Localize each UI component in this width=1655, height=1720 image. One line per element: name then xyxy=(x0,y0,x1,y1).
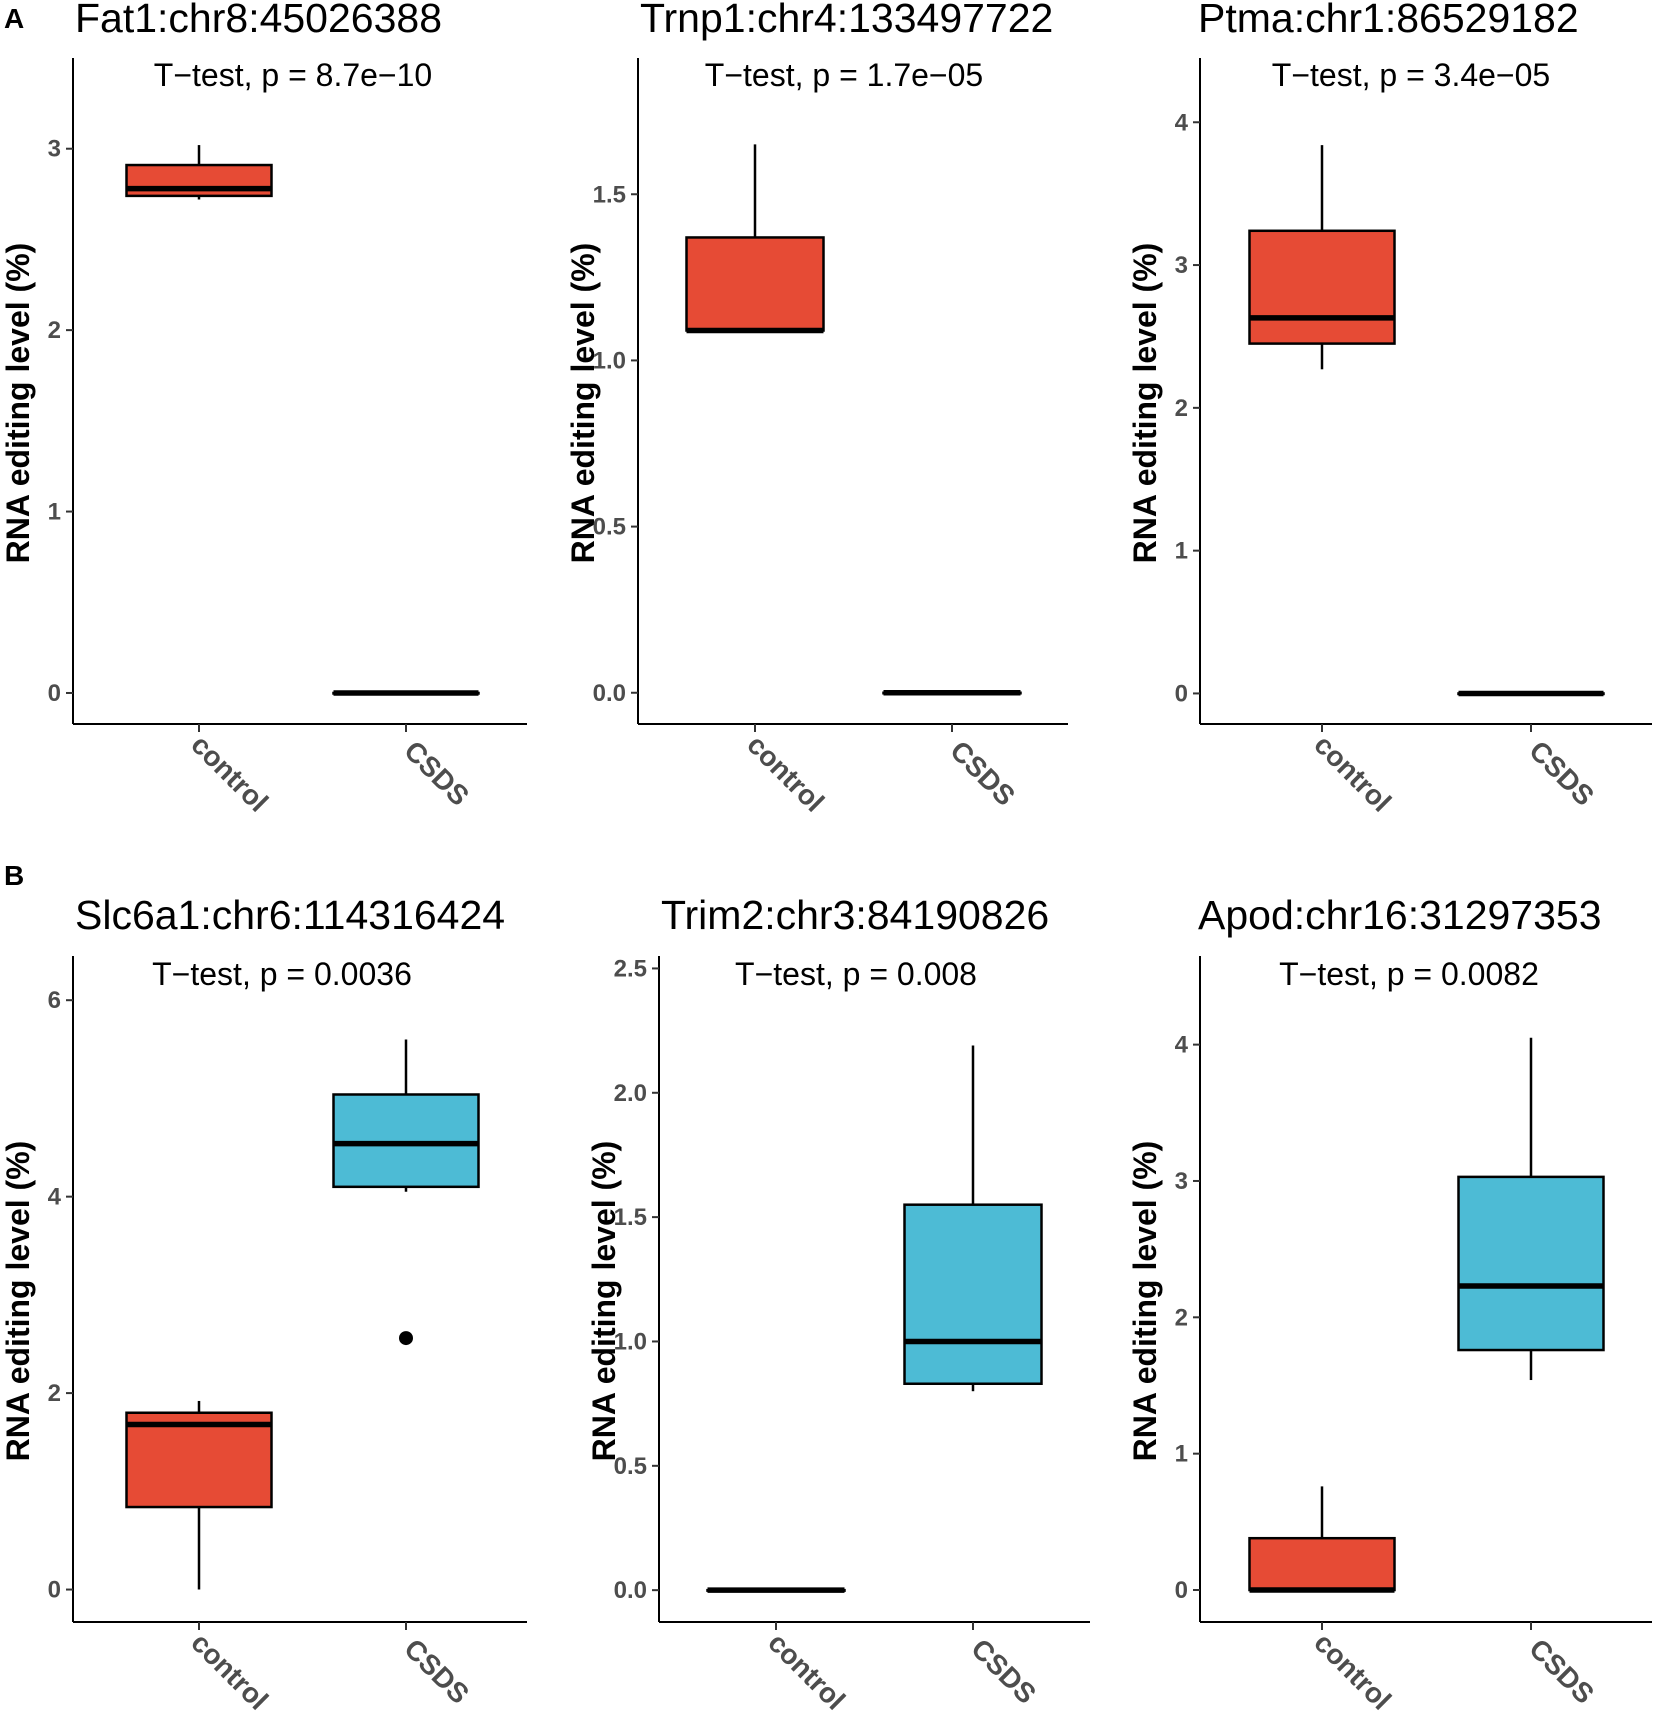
y-tick-label: 2.0 xyxy=(614,1080,647,1107)
plot-title: Trnp1:chr4:133497722 xyxy=(640,0,1053,41)
box-csds xyxy=(332,690,480,696)
outlier-point xyxy=(399,1331,413,1346)
x-tick-label-csds: CSDS xyxy=(965,1633,1042,1710)
box-csds xyxy=(903,1045,1043,1392)
x-tick-label-csds: CSDS xyxy=(944,735,1021,812)
box-control xyxy=(706,1587,846,1593)
y-axis-label: RNA editing level (%) xyxy=(0,1141,36,1462)
y-tick-label: 2 xyxy=(48,317,61,344)
test-annotation: T−test, p = 1.7e−05 xyxy=(705,57,983,93)
y-tick-label: 0 xyxy=(48,680,61,707)
plot-title: Apod:chr16:31297353 xyxy=(1198,892,1602,938)
box-control xyxy=(125,1400,273,1590)
y-tick-label: 0.5 xyxy=(614,1453,647,1480)
y-tick-label: 0.0 xyxy=(593,680,626,707)
chart-panel-2: Trnp1:chr4:133497722 T−test, p = 1.7e−05 R… xyxy=(565,0,1068,818)
y-tick-label: 0 xyxy=(1175,1577,1188,1604)
y-axis-label: RNA editing level (%) xyxy=(1127,243,1163,564)
x-tick-label-control: control xyxy=(1308,1627,1397,1716)
test-annotation: T−test, p = 3.4e−05 xyxy=(1272,57,1550,93)
x-tick-label-csds: CSDS xyxy=(1523,735,1600,812)
iqr-box xyxy=(125,1411,273,1509)
x-tick-label-control: control xyxy=(741,729,830,818)
y-tick-label: 1.5 xyxy=(593,181,626,208)
plot-title: Trim2:chr3:84190826 xyxy=(661,892,1049,938)
chart-panel-5: Trim2:chr3:84190826 T−test, p = 0.008 RNA … xyxy=(586,892,1090,1716)
iqr-box xyxy=(1457,1175,1605,1352)
test-annotation: T−test, p = 0.0036 xyxy=(152,956,412,992)
chart-panel-1: A Fat1:chr8:45026388 T−test, p = 8.7e−10 RN… xyxy=(0,0,527,818)
y-tick-label: 1 xyxy=(1175,1441,1188,1468)
x-tick-label-control: control xyxy=(185,1627,274,1716)
iqr-box xyxy=(685,236,825,332)
box-csds xyxy=(1457,690,1605,697)
x-tick-label-control: control xyxy=(1308,729,1397,818)
iqr-box xyxy=(1248,1536,1396,1592)
test-annotation: T−test, p = 0.0082 xyxy=(1279,956,1539,992)
y-tick-label: 2 xyxy=(48,1380,61,1407)
y-tick-label: 1.0 xyxy=(614,1328,647,1355)
x-tick-label-csds: CSDS xyxy=(398,735,475,812)
box-csds xyxy=(1457,1037,1605,1381)
y-tick-label: 1 xyxy=(1175,538,1188,565)
y-tick-label: 6 xyxy=(48,987,61,1014)
chart-panel-3: Ptma:chr1:86529182 T−test, p = 3.4e−05 RNA… xyxy=(1127,0,1652,818)
y-axis-label: RNA editing level (%) xyxy=(1127,1141,1163,1462)
y-tick-label: 2 xyxy=(1175,1304,1188,1331)
chart-panel-6: Apod:chr16:31297353 T−test, p = 0.0082 RNA… xyxy=(1127,892,1652,1716)
test-annotation: T−test, p = 8.7e−10 xyxy=(154,57,432,93)
x-tick-label-csds: CSDS xyxy=(398,1633,475,1710)
plot-title: Fat1:chr8:45026388 xyxy=(75,0,442,41)
iqr-box xyxy=(332,1093,480,1189)
box-control xyxy=(125,145,273,200)
y-tick-label: 1.5 xyxy=(614,1204,647,1231)
box-control xyxy=(1248,145,1396,370)
panel-letter: B xyxy=(4,860,24,891)
x-tick-label-csds: CSDS xyxy=(1523,1633,1600,1710)
box-control xyxy=(685,144,825,334)
iqr-box xyxy=(1248,229,1396,345)
y-tick-label: 1.0 xyxy=(593,347,626,374)
y-tick-label: 0.5 xyxy=(593,514,626,541)
y-tick-label: 4 xyxy=(1175,109,1189,136)
y-tick-label: 0.0 xyxy=(614,1577,647,1604)
plot-title: Slc6a1:chr6:114316424 xyxy=(75,892,505,938)
y-axis-label: RNA editing level (%) xyxy=(586,1141,622,1462)
x-tick-label-control: control xyxy=(762,1627,851,1716)
y-tick-label: 2.5 xyxy=(614,955,647,982)
box-control xyxy=(1248,1486,1396,1593)
y-tick-label: 0 xyxy=(1175,680,1188,707)
y-axis-label: RNA editing level (%) xyxy=(0,243,36,564)
test-annotation: T−test, p = 0.008 xyxy=(735,956,977,992)
y-tick-label: 2 xyxy=(1175,395,1188,422)
y-tick-label: 4 xyxy=(1175,1032,1189,1059)
y-tick-label: 3 xyxy=(1175,252,1188,279)
y-tick-label: 1 xyxy=(48,499,61,526)
plot-title: Ptma:chr1:86529182 xyxy=(1198,0,1579,41)
panel-letter: A xyxy=(4,3,24,34)
y-tick-label: 3 xyxy=(1175,1168,1188,1195)
y-tick-label: 0 xyxy=(48,1577,61,1604)
box-csds xyxy=(882,690,1022,696)
x-tick-label-control: control xyxy=(185,729,274,818)
y-axis-label: RNA editing level (%) xyxy=(565,243,601,564)
iqr-box xyxy=(903,1203,1043,1385)
y-tick-label: 4 xyxy=(48,1184,62,1211)
y-tick-label: 3 xyxy=(48,136,61,163)
box-csds xyxy=(332,1039,480,1346)
chart-panel-4: B Slc6a1:chr6:114316424 T−test, p = 0.0036… xyxy=(0,860,527,1716)
